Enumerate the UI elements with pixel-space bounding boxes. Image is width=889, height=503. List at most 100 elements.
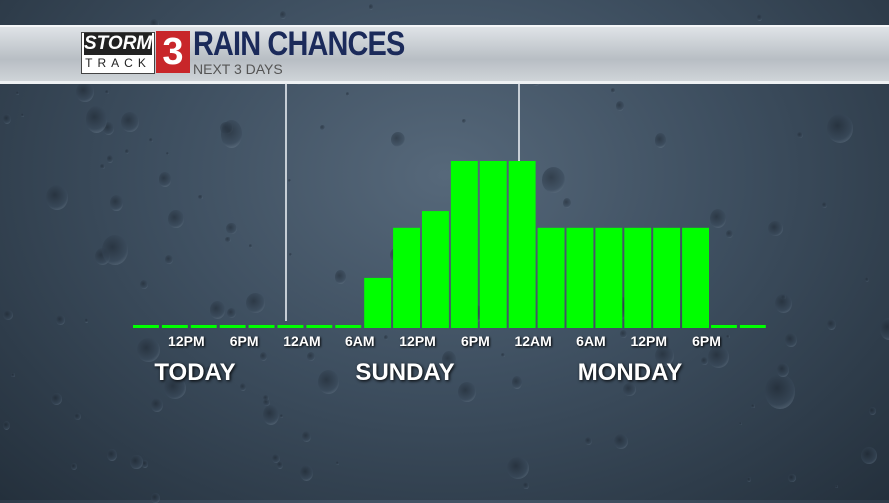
raindrop — [16, 91, 20, 95]
rain-bar — [537, 227, 565, 328]
raindrop — [506, 456, 529, 480]
rain-bar — [653, 227, 681, 328]
rain-bar — [624, 227, 652, 328]
raindrop — [834, 484, 839, 489]
raindrop — [225, 237, 231, 243]
raindrop — [3, 113, 11, 124]
raindrop — [245, 292, 266, 314]
raindrop — [738, 421, 742, 426]
raindrop — [151, 492, 161, 503]
raindrop — [85, 318, 89, 323]
rain-bar — [595, 227, 623, 328]
raindrop — [75, 81, 94, 103]
raindrop — [390, 132, 405, 148]
raindrop — [248, 244, 253, 248]
raindrop — [610, 88, 615, 93]
zero-bar — [219, 325, 246, 328]
raindrop — [73, 412, 81, 421]
raindrop — [784, 332, 797, 347]
time-tick-label: 12PM — [399, 333, 436, 349]
raindrop — [655, 133, 667, 148]
raindrop — [226, 222, 238, 234]
rain-bar — [364, 277, 392, 328]
raindrop — [168, 209, 184, 228]
raindrop — [501, 352, 505, 358]
day-divider — [285, 83, 287, 321]
time-tick-label: 6PM — [692, 333, 721, 349]
raindrop — [151, 397, 164, 413]
raindrop — [827, 318, 837, 331]
raindrop — [709, 209, 726, 229]
raindrop — [104, 89, 109, 95]
raindrop — [584, 436, 592, 445]
raindrop — [102, 121, 114, 135]
raindrop — [616, 100, 625, 111]
logo-storm: STORM — [84, 33, 153, 55]
time-tick-label: 12PM — [168, 333, 205, 349]
raindrop — [198, 195, 203, 200]
raindrop — [822, 201, 828, 209]
raindrop — [106, 155, 114, 163]
rain-bar — [450, 161, 478, 328]
rain-bar — [508, 161, 536, 328]
chart-title: RAIN CHANCES — [193, 25, 405, 63]
chart-subtitle: NEXT 3 DAYS — [193, 61, 283, 77]
raindrop — [20, 113, 25, 118]
raindrop — [384, 335, 389, 341]
raindrop — [707, 346, 729, 369]
raindrop — [335, 269, 347, 284]
raindrop — [271, 453, 280, 464]
raindrop — [320, 125, 325, 131]
zero-bar — [335, 325, 362, 328]
raindrop — [726, 230, 734, 238]
rain-bar — [682, 227, 709, 328]
raindrop — [110, 195, 123, 211]
raindrop — [262, 404, 280, 426]
raindrop — [654, 345, 675, 366]
zero-bar — [739, 325, 766, 328]
raindrop — [51, 392, 63, 405]
raindrop — [165, 152, 169, 156]
raindrop — [276, 461, 283, 469]
raindrop — [458, 381, 477, 402]
raindrop — [137, 338, 160, 363]
raindrop — [70, 463, 78, 471]
day-label: MONDAY — [577, 359, 683, 386]
raindrop — [302, 431, 312, 442]
raindrop — [511, 375, 522, 389]
title-banner: STORM TRACK 3 RAIN CHANCES NEXT 3 DAYS — [0, 25, 889, 84]
zero-bar — [133, 325, 159, 328]
raindrop — [880, 317, 889, 340]
raindrop — [768, 220, 784, 237]
day-label: TODAY — [154, 359, 236, 386]
raindrop — [3, 309, 13, 320]
time-tick-label: 12PM — [630, 333, 668, 349]
raindrop — [827, 114, 854, 143]
zero-bar — [190, 325, 217, 328]
raindrop — [240, 383, 247, 391]
raindrop — [623, 382, 637, 397]
time-tick-label: 6PM — [229, 333, 259, 349]
raindrop — [764, 373, 795, 410]
raindrop — [279, 10, 287, 19]
raindrop — [756, 14, 763, 22]
raindrop — [148, 137, 153, 143]
day-label: SUNDAY — [355, 359, 455, 386]
raindrop — [306, 351, 315, 361]
raindrop — [725, 334, 730, 339]
raindrop — [541, 166, 565, 193]
raindrop — [45, 184, 69, 210]
raindrop — [614, 433, 628, 449]
raindrop — [563, 198, 572, 209]
raindrop — [788, 473, 796, 483]
rain-bar — [393, 227, 420, 328]
raindrop — [864, 277, 869, 283]
time-tick-label: 12AM — [514, 333, 552, 349]
raindrop — [259, 352, 268, 362]
zero-bar — [711, 325, 737, 328]
raindrop — [165, 254, 174, 264]
raindrop — [124, 148, 129, 154]
raindrop — [751, 404, 755, 409]
raindrop — [287, 178, 292, 183]
raindrop — [209, 301, 226, 319]
